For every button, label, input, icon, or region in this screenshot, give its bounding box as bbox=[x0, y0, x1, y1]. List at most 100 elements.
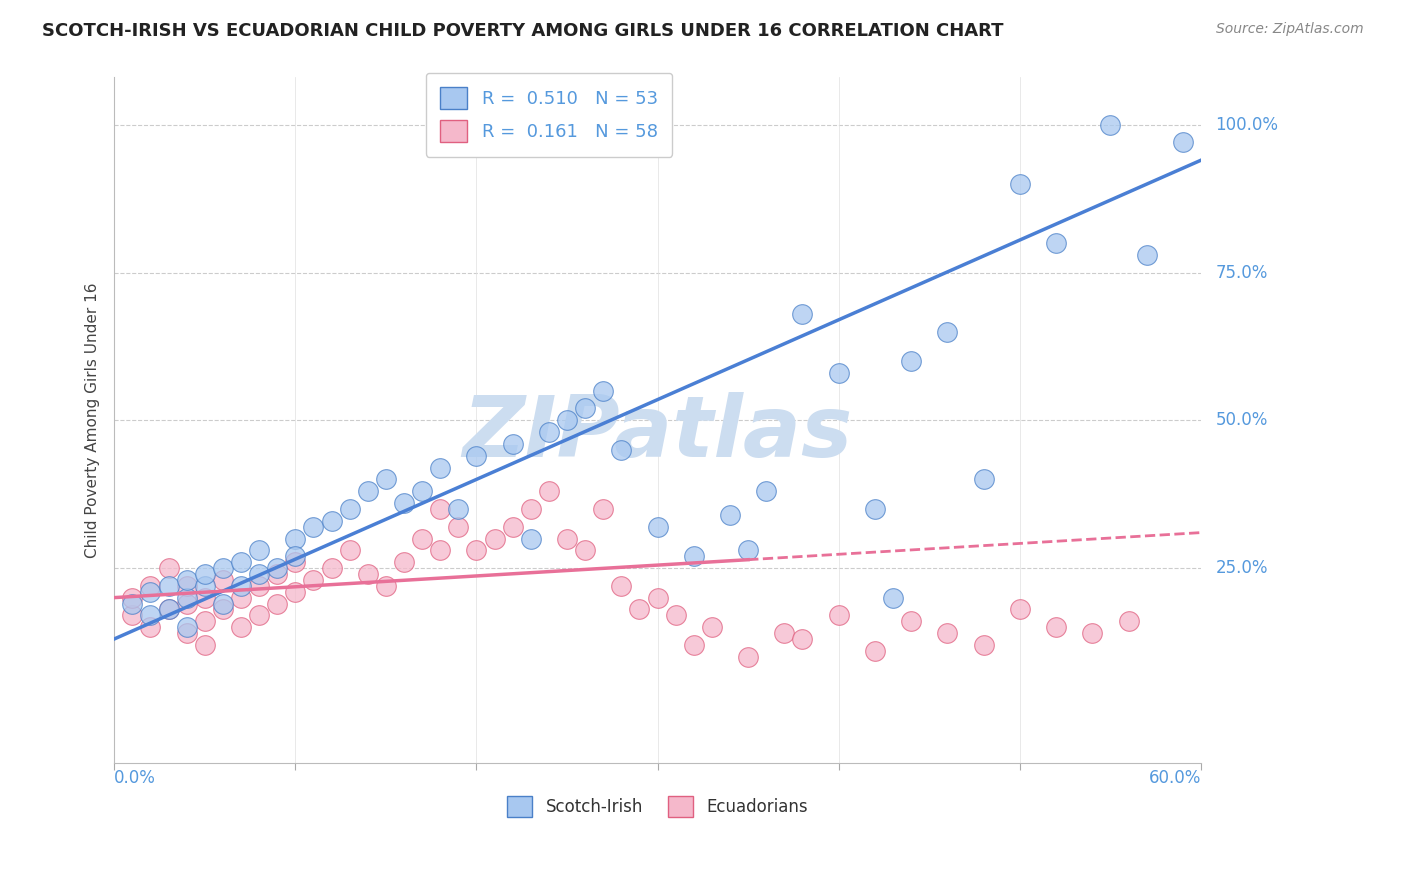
Point bbox=[465, 449, 488, 463]
Point bbox=[973, 472, 995, 486]
Point bbox=[139, 584, 162, 599]
Point bbox=[828, 366, 851, 380]
Point bbox=[339, 543, 361, 558]
Point bbox=[139, 620, 162, 634]
Point bbox=[229, 579, 252, 593]
Point bbox=[302, 573, 325, 587]
Text: 25.0%: 25.0% bbox=[1215, 559, 1268, 577]
Point bbox=[592, 384, 614, 398]
Point bbox=[502, 519, 524, 533]
Point bbox=[247, 543, 270, 558]
Point bbox=[447, 519, 470, 533]
Point bbox=[321, 561, 343, 575]
Point bbox=[157, 579, 180, 593]
Point bbox=[792, 307, 814, 321]
Point bbox=[537, 425, 560, 439]
Point bbox=[700, 620, 723, 634]
Text: ZIPatlas: ZIPatlas bbox=[463, 392, 852, 475]
Text: 100.0%: 100.0% bbox=[1215, 116, 1278, 134]
Text: 60.0%: 60.0% bbox=[1149, 769, 1201, 787]
Point bbox=[176, 579, 198, 593]
Point bbox=[610, 579, 633, 593]
Point bbox=[665, 608, 688, 623]
Point bbox=[1099, 118, 1122, 132]
Point bbox=[773, 626, 796, 640]
Point bbox=[266, 566, 288, 581]
Point bbox=[973, 638, 995, 652]
Point bbox=[936, 626, 959, 640]
Point bbox=[863, 644, 886, 658]
Point bbox=[392, 496, 415, 510]
Point bbox=[247, 608, 270, 623]
Point bbox=[339, 502, 361, 516]
Point bbox=[484, 532, 506, 546]
Point bbox=[429, 460, 451, 475]
Point bbox=[936, 325, 959, 339]
Point bbox=[194, 638, 217, 652]
Point bbox=[537, 484, 560, 499]
Point bbox=[682, 638, 704, 652]
Point bbox=[647, 591, 669, 605]
Point bbox=[266, 561, 288, 575]
Point bbox=[718, 508, 741, 522]
Point bbox=[229, 591, 252, 605]
Point bbox=[374, 472, 396, 486]
Text: 50.0%: 50.0% bbox=[1215, 411, 1268, 429]
Point bbox=[863, 502, 886, 516]
Point bbox=[121, 591, 143, 605]
Point bbox=[284, 549, 307, 564]
Point bbox=[157, 602, 180, 616]
Point bbox=[194, 579, 217, 593]
Point bbox=[176, 626, 198, 640]
Y-axis label: Child Poverty Among Girls Under 16: Child Poverty Among Girls Under 16 bbox=[86, 283, 100, 558]
Point bbox=[176, 620, 198, 634]
Text: Source: ZipAtlas.com: Source: ZipAtlas.com bbox=[1216, 22, 1364, 37]
Point bbox=[284, 532, 307, 546]
Point bbox=[502, 437, 524, 451]
Point bbox=[194, 614, 217, 628]
Point bbox=[392, 555, 415, 569]
Point bbox=[357, 566, 380, 581]
Point bbox=[212, 573, 235, 587]
Point bbox=[374, 579, 396, 593]
Point bbox=[1081, 626, 1104, 640]
Point bbox=[121, 608, 143, 623]
Point bbox=[555, 413, 578, 427]
Point bbox=[1171, 136, 1194, 150]
Point bbox=[792, 632, 814, 646]
Point bbox=[520, 502, 543, 516]
Text: SCOTCH-IRISH VS ECUADORIAN CHILD POVERTY AMONG GIRLS UNDER 16 CORRELATION CHART: SCOTCH-IRISH VS ECUADORIAN CHILD POVERTY… bbox=[42, 22, 1004, 40]
Point bbox=[1118, 614, 1140, 628]
Point bbox=[284, 555, 307, 569]
Point bbox=[139, 608, 162, 623]
Point bbox=[284, 584, 307, 599]
Legend: Scotch-Irish, Ecuadorians: Scotch-Irish, Ecuadorians bbox=[501, 789, 814, 823]
Point bbox=[737, 649, 759, 664]
Point bbox=[176, 597, 198, 611]
Point bbox=[447, 502, 470, 516]
Point bbox=[882, 591, 904, 605]
Point bbox=[900, 614, 922, 628]
Point bbox=[321, 514, 343, 528]
Point bbox=[121, 597, 143, 611]
Point bbox=[194, 591, 217, 605]
Point bbox=[157, 561, 180, 575]
Point bbox=[555, 532, 578, 546]
Point bbox=[229, 555, 252, 569]
Point bbox=[737, 543, 759, 558]
Point bbox=[610, 442, 633, 457]
Point bbox=[411, 532, 433, 546]
Point bbox=[157, 602, 180, 616]
Point bbox=[520, 532, 543, 546]
Point bbox=[592, 502, 614, 516]
Point bbox=[1136, 248, 1159, 262]
Point bbox=[247, 566, 270, 581]
Point bbox=[682, 549, 704, 564]
Point bbox=[411, 484, 433, 499]
Point bbox=[194, 566, 217, 581]
Point bbox=[247, 579, 270, 593]
Point bbox=[465, 543, 488, 558]
Point bbox=[212, 597, 235, 611]
Point bbox=[900, 354, 922, 368]
Point bbox=[1008, 177, 1031, 191]
